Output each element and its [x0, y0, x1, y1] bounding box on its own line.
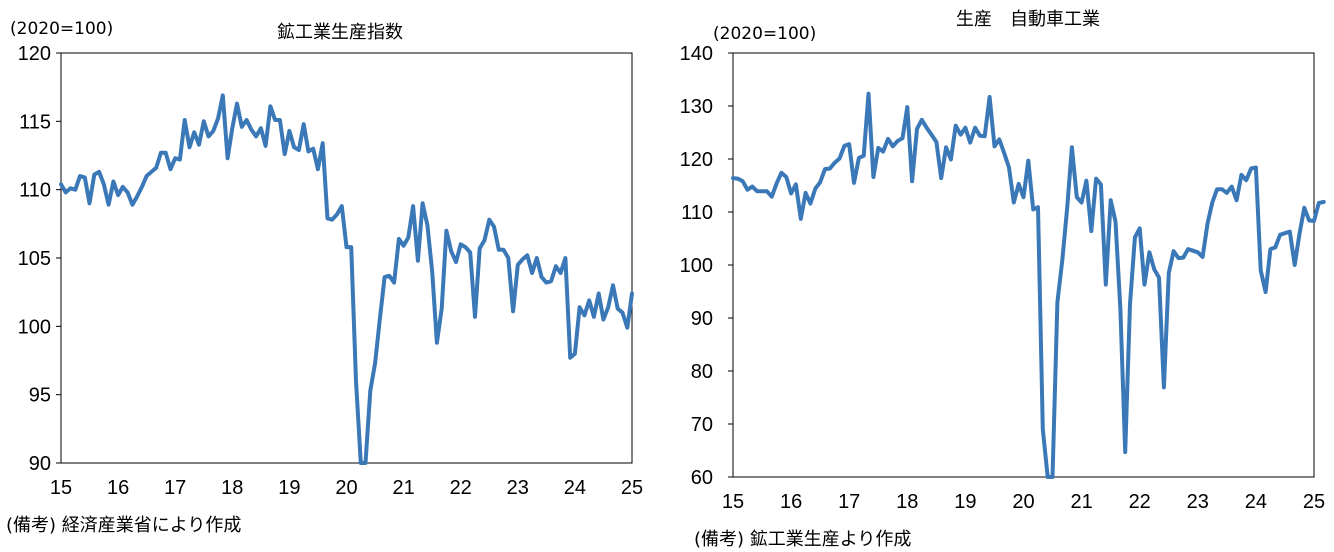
series-line: [59, 93, 634, 465]
y-tick-label: 110: [19, 180, 51, 202]
x-tick-label: 23: [507, 477, 529, 499]
y-tick-label: 110: [681, 202, 713, 224]
y-tick-label: 60: [691, 467, 713, 489]
y-tick-label: 105: [18, 248, 51, 270]
y-axis-ticks: 120 115 110 105 100 95 90: [18, 43, 61, 475]
y-tick-label: 130: [680, 96, 713, 118]
chart-title: 生産 自動車工業: [956, 9, 1100, 30]
x-tick-label: 20: [335, 477, 357, 499]
y-tick-label: 100: [680, 255, 713, 277]
x-tick-label: 25: [621, 477, 643, 499]
x-axis-ticks: 15 16 17 18 19 20 21 22 23 24 25: [722, 491, 1325, 513]
y-tick-label: 90: [691, 308, 713, 330]
x-tick-label: 25: [1303, 491, 1325, 513]
x-tick-label: 22: [1129, 491, 1151, 513]
x-tick-label: 17: [164, 477, 186, 499]
chart-title: 鉱工業生産指数: [277, 22, 403, 43]
unit-label: (2020=100): [10, 19, 113, 39]
series-line: [731, 91, 1326, 479]
x-tick-label: 22: [450, 477, 472, 499]
x-tick-label: 20: [1012, 491, 1034, 513]
y-tick-label: 120: [680, 149, 713, 171]
plot-frame: [732, 52, 1315, 478]
y-tick-label: 120: [18, 43, 51, 65]
x-tick-label: 17: [838, 491, 860, 513]
chart-industrial-production-index: (2020=100) 鉱工業生産指数 (備考) 経済産業省により作成 120 11…: [6, 19, 643, 536]
x-tick-label: 21: [392, 477, 414, 499]
y-axis-ticks: 140 130 120 110 100 90 80 70 60: [680, 43, 733, 489]
y-tick-label: 100: [18, 316, 51, 338]
x-tick-label: 18: [896, 491, 918, 513]
x-tick-label: 24: [1245, 491, 1267, 513]
y-tick-label: 80: [691, 361, 713, 383]
plot-frame: [60, 52, 633, 464]
y-tick-label: 90: [29, 453, 51, 475]
source-note: (備考) 鉱工業生産より作成: [694, 529, 911, 550]
x-tick-label: 16: [780, 491, 802, 513]
x-tick-label: 15: [50, 477, 72, 499]
y-tick-label: 95: [29, 385, 51, 407]
y-tick-label: 115: [19, 111, 51, 133]
x-tick-label: 24: [564, 477, 586, 499]
x-tick-label: 23: [1187, 491, 1209, 513]
y-tick-label: 140: [680, 43, 713, 65]
x-axis-ticks: 15 16 17 18 19 20 21 22 23 24 25: [50, 477, 643, 499]
x-tick-label: 19: [954, 491, 976, 513]
x-tick-label: 21: [1070, 491, 1092, 513]
x-tick-label: 16: [107, 477, 129, 499]
x-tick-label: 19: [278, 477, 300, 499]
x-tick-label: 15: [722, 491, 744, 513]
source-note: (備考) 経済産業省により作成: [6, 515, 241, 536]
unit-label: (2020=100): [713, 24, 816, 44]
chart-automobile-production: (2020=100) 生産 自動車工業 (備考) 鉱工業生産より作成 140 13…: [680, 9, 1326, 550]
x-tick-label: 18: [221, 477, 243, 499]
y-tick-label: 70: [691, 414, 713, 436]
